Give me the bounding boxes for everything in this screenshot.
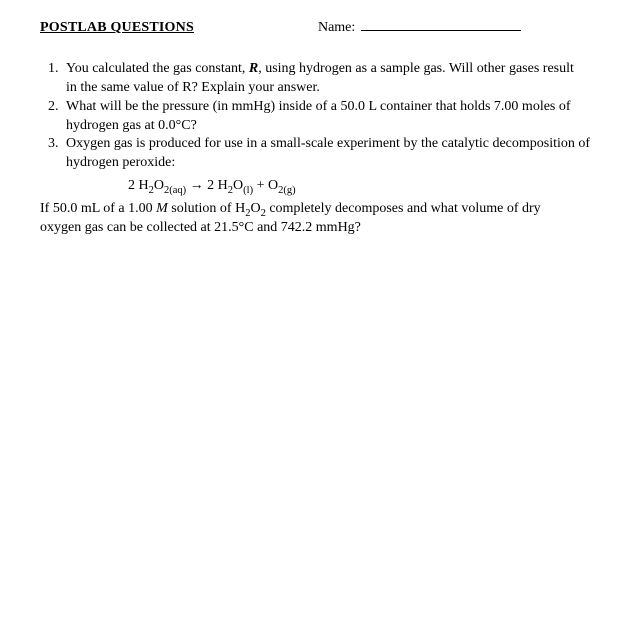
q3-equation: 2 H2O2(aq) → 2 H2O(l) + O2(g) (128, 177, 604, 196)
eq-c1: 2 H (128, 178, 149, 193)
question-2: What will be the pressure (in mmHg) insi… (62, 98, 604, 136)
question-1: You calculated the gas constant, R, usin… (62, 60, 604, 98)
name-field-block: Name: (318, 18, 521, 38)
question-3: Oxygen gas is produced for use in a smal… (62, 135, 604, 237)
q3-f2: oxygen gas can be collected at 21.5°C an… (40, 220, 361, 235)
question-list: You calculated the gas constant, R, usin… (40, 60, 604, 238)
q1-text-c: in the same value of R? Explain your ans… (66, 80, 320, 95)
page-title: POSTLAB QUESTIONS (40, 19, 194, 38)
q3-f1a: If 50.0 mL of a 1.00 (40, 201, 156, 216)
q3-f1c: O (250, 201, 260, 216)
worksheet-page: POSTLAB QUESTIONS Name: You calculated t… (0, 0, 634, 256)
q3-followup: If 50.0 mL of a 1.00 M solution of H2O2 … (40, 200, 604, 238)
q2-text-a: What will be the pressure (in mmHg) insi… (66, 99, 571, 114)
eq-s4: (l) (243, 185, 253, 196)
q1-R-symbol: R (249, 61, 258, 76)
eq-c3: 2 H (207, 178, 228, 193)
q1-text-a: You calculated the gas constant, (66, 61, 249, 76)
q1-text-b: , using hydrogen as a sample gas. Will o… (258, 61, 574, 76)
name-input-line[interactable] (361, 18, 521, 31)
eq-c2: O (154, 178, 164, 193)
eq-plus: + O (253, 178, 278, 193)
eq-arrow: → (186, 178, 207, 193)
eq-s5: 2(g) (278, 185, 296, 196)
q2-text-b: hydrogen gas at 0.0°C? (66, 118, 197, 133)
eq-s2: 2(aq) (164, 185, 186, 196)
q3-f1b: solution of H (168, 201, 245, 216)
header-row: POSTLAB QUESTIONS Name: (40, 18, 604, 38)
eq-c4: O (233, 178, 243, 193)
name-label: Name: (318, 19, 355, 38)
q3-M: M (156, 201, 168, 216)
q3-text-b: hydrogen peroxide: (66, 155, 175, 170)
q3-f1d: completely decomposes and what volume of… (266, 201, 541, 216)
q3-text-a: Oxygen gas is produced for use in a smal… (66, 136, 590, 151)
